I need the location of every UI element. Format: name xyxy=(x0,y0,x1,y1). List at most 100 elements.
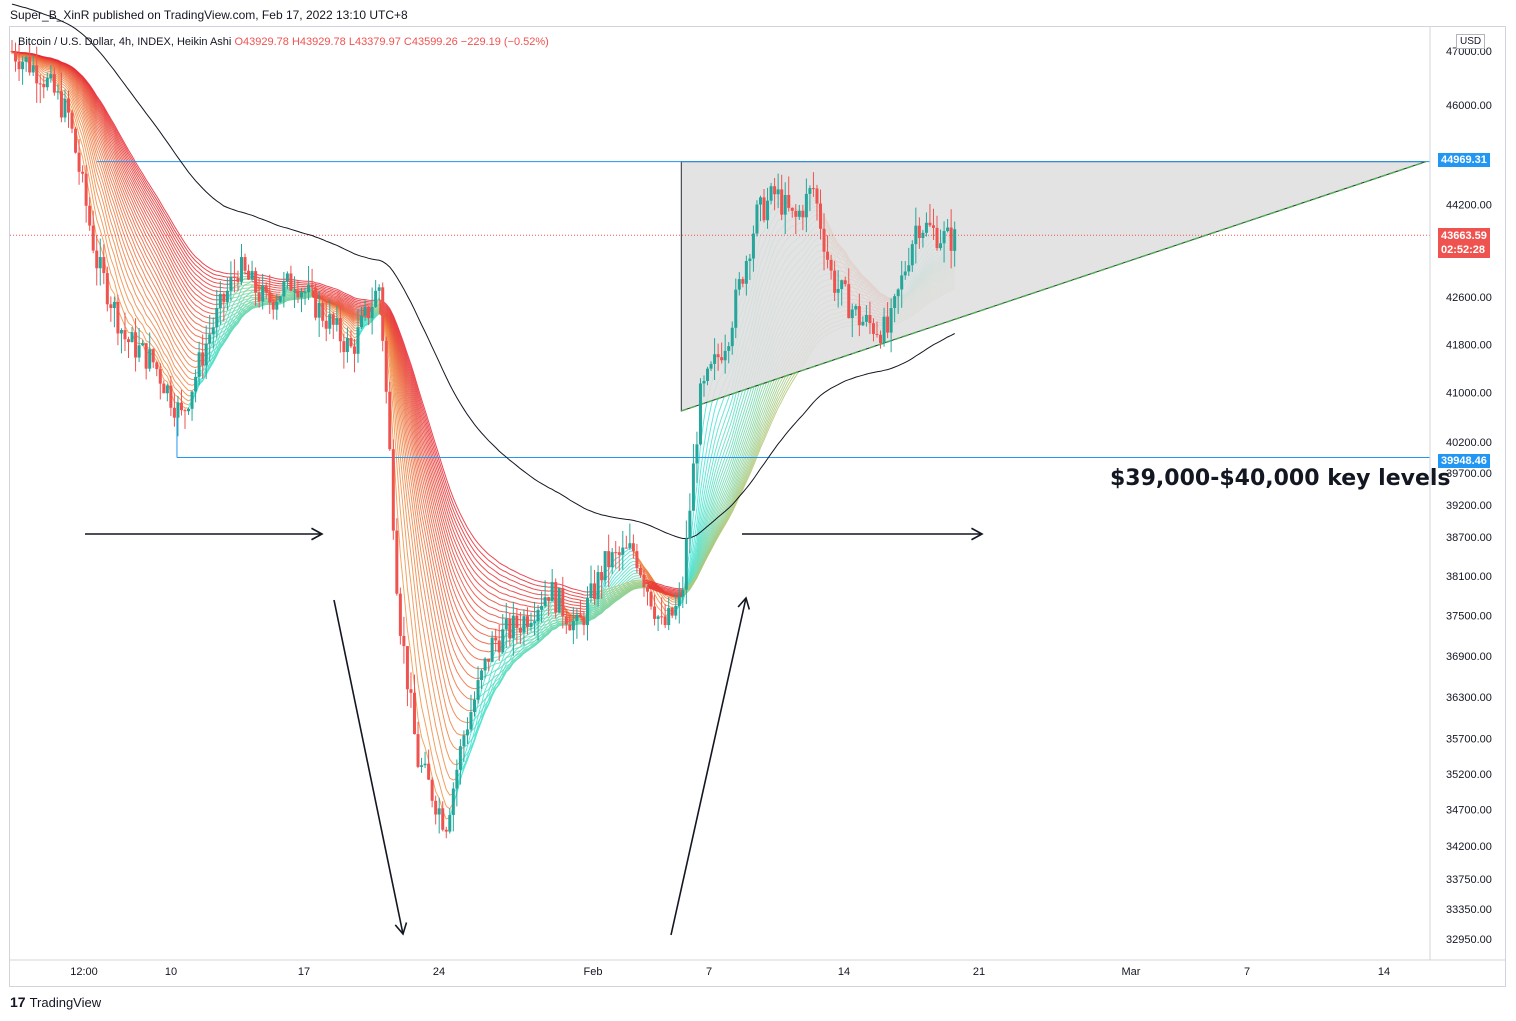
candle-body xyxy=(649,591,653,607)
candle-body xyxy=(727,346,731,351)
candle-body xyxy=(600,572,604,581)
key-levels-annotation: $39,000-$40,000 key levels xyxy=(1110,466,1451,491)
candle-body xyxy=(130,332,134,343)
candle-body xyxy=(328,314,332,329)
chart-frame[interactable] xyxy=(9,26,1506,987)
candle-body xyxy=(123,330,127,340)
x-tick-label: 14 xyxy=(838,966,850,978)
candle-body xyxy=(31,65,35,73)
candle-body xyxy=(356,327,360,354)
candle-body xyxy=(942,231,946,244)
ribbon-line-bear xyxy=(11,51,888,593)
candle-body xyxy=(384,340,388,392)
candle-body xyxy=(303,292,307,294)
candle-body xyxy=(236,278,240,282)
candle-body xyxy=(875,333,879,335)
candle-body xyxy=(179,402,183,411)
candle-body xyxy=(536,609,540,622)
candle-body xyxy=(833,270,837,293)
candle-body xyxy=(490,637,494,662)
candle-body xyxy=(285,273,289,282)
candle-body xyxy=(889,308,893,333)
candle-body xyxy=(550,582,554,601)
candle-body xyxy=(653,606,657,619)
rising-trendline xyxy=(681,160,1427,412)
level-tag-low: 39948.46 xyxy=(1438,454,1490,468)
candle-body xyxy=(423,763,427,766)
candle-body xyxy=(458,746,462,770)
candle-body xyxy=(102,257,106,274)
candle-body xyxy=(501,629,505,653)
candle-body xyxy=(723,350,727,361)
candle-body xyxy=(557,588,561,613)
y-tick-label: 36300.00 xyxy=(1446,692,1492,704)
candle-body xyxy=(751,233,755,259)
candle-body xyxy=(172,407,176,418)
candle-body xyxy=(497,640,501,653)
candle-body xyxy=(282,281,286,297)
candle-body xyxy=(861,321,865,326)
candle-body xyxy=(148,349,152,369)
candle-body xyxy=(674,606,678,616)
candle-body xyxy=(540,605,544,610)
candle-body xyxy=(374,290,378,307)
x-tick-label: Feb xyxy=(584,966,603,978)
x-tick-label: 17 xyxy=(298,966,310,978)
candle-body xyxy=(603,551,607,581)
y-tick-label: 32950.00 xyxy=(1446,934,1492,946)
candle-body xyxy=(483,658,487,671)
candle-body xyxy=(709,363,713,369)
y-tick-label: 34700.00 xyxy=(1446,805,1492,817)
candle-body xyxy=(307,284,311,293)
candle-body xyxy=(924,222,928,233)
candle-body xyxy=(391,449,395,531)
candle-body xyxy=(49,74,53,79)
candle-body xyxy=(585,597,589,626)
candle-body xyxy=(321,302,325,321)
candle-body xyxy=(116,301,120,334)
candle-body xyxy=(74,128,78,153)
candle-body xyxy=(702,380,706,384)
candle-body xyxy=(24,57,28,62)
candle-body xyxy=(52,74,56,93)
tradingview-footer[interactable]: 17 TradingView xyxy=(10,994,101,1010)
candle-body xyxy=(741,279,745,284)
candle-body xyxy=(589,583,593,598)
candle-body xyxy=(91,225,95,251)
y-tick-label: 42600.00 xyxy=(1446,292,1492,304)
candle-body xyxy=(10,51,14,53)
candle-body xyxy=(882,316,886,344)
y-tick-label: 46000.00 xyxy=(1446,100,1492,112)
candle-body xyxy=(734,289,738,328)
candle-body xyxy=(914,225,918,245)
candle-body xyxy=(698,383,702,445)
candle-body xyxy=(119,330,123,334)
candle-body xyxy=(412,692,416,735)
candle-body xyxy=(780,189,784,215)
last-price: 43663.59 xyxy=(1441,230,1487,242)
ribbon-line-bear xyxy=(11,51,892,736)
candle-body xyxy=(441,808,445,830)
candle-body xyxy=(624,547,628,549)
legend-close: C43599.26 xyxy=(403,36,458,48)
candle-body xyxy=(268,292,272,303)
candle-body xyxy=(790,207,794,211)
candle-body xyxy=(162,383,166,394)
candle-body xyxy=(473,699,477,713)
candle-body xyxy=(571,621,575,631)
currency-button[interactable]: USD xyxy=(1456,34,1486,49)
y-tick-label: 33350.00 xyxy=(1446,904,1492,916)
candle-body xyxy=(748,258,752,262)
y-tick-label: 36900.00 xyxy=(1446,651,1492,663)
candle-body xyxy=(776,189,780,195)
last-price-tag: 43663.59 02:52:28 xyxy=(1438,228,1490,258)
x-tick-label: 7 xyxy=(706,966,712,978)
candle-body xyxy=(547,597,551,601)
candle-body xyxy=(169,385,173,408)
candle-body xyxy=(430,779,434,801)
candle-body xyxy=(243,257,247,271)
candle-body xyxy=(670,607,674,616)
x-tick-label: 7 xyxy=(1244,966,1250,978)
candle-body xyxy=(465,729,469,736)
